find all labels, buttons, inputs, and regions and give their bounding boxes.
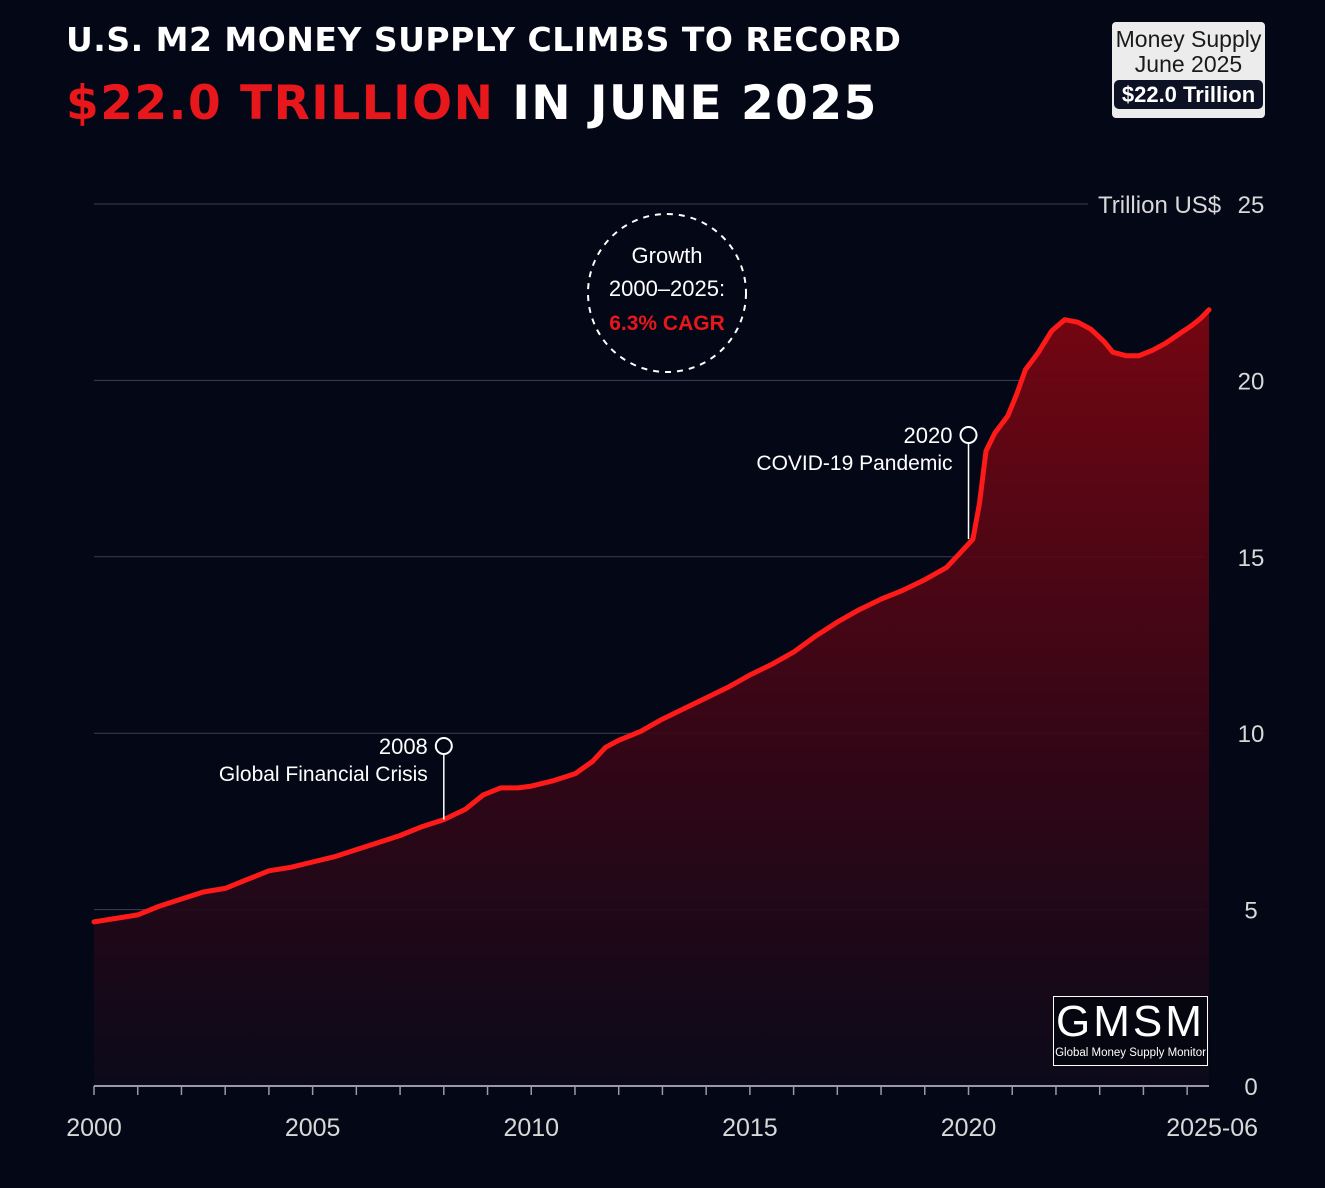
title-highlight-value: $22.0 TRILLION [66, 76, 495, 131]
x-tick-label: 2005 [285, 1114, 341, 1142]
title-rest: IN JUNE 2025 [494, 76, 878, 131]
logo-name: GMSM [1056, 997, 1205, 1046]
y-tick-label: 20 [1238, 368, 1265, 395]
y-tick-label: 5 [1244, 898, 1257, 925]
badge-line1: Money Supply [1115, 26, 1262, 52]
annotation-label: Global Financial Crisis [219, 763, 428, 786]
logo-subtitle: Global Money Supply Monitor [1055, 1047, 1206, 1059]
gmsm-logo: GMSM Global Money Supply Monitor [1053, 996, 1208, 1066]
callout-dashed-circle [587, 213, 747, 373]
badge-line2: June 2025 [1134, 51, 1243, 77]
chart-title-line2: $22.0 TRILLION IN JUNE 2025 [66, 76, 878, 131]
summary-badge: Money Supply June 2025 $22.0 Trillion [1112, 22, 1265, 118]
badge-value: $22.0 Trillion [1113, 80, 1264, 109]
callout-line1: Growth [632, 243, 703, 268]
annotation-marker-circle [959, 426, 978, 444]
annotation-year: 2008 [379, 734, 428, 759]
x-tick-label: 2000 [66, 1114, 122, 1142]
annotation-year: 2020 [904, 423, 953, 448]
chart-title-line1: U.S. M2 MONEY SUPPLY CLIMBS TO RECORD [66, 20, 902, 59]
y-axis-unit-label: Trillion US$ [1098, 192, 1221, 219]
callout-line2: 2000–2025: [609, 276, 725, 301]
annotation-marker-circle [434, 737, 453, 755]
callout-cagr: 6.3% CAGR [609, 312, 725, 335]
x-tick-label: 2020 [941, 1114, 997, 1142]
growth-callout: Growth 2000–2025: 6.3% CAGR [587, 213, 747, 373]
x-tick-label: 2025-06 [1166, 1114, 1258, 1142]
x-tick-label: 2010 [503, 1114, 559, 1142]
annotation-label: COVID-19 Pandemic [756, 452, 952, 475]
m2-series-line [91, 307, 1212, 925]
area-fill [94, 309, 1209, 1086]
x-tick-label: 2015 [722, 1114, 778, 1142]
y-tick-label: 10 [1238, 721, 1265, 748]
y-tick-label: 25 [1238, 192, 1265, 219]
y-tick-label: 0 [1244, 1074, 1257, 1101]
y-tick-label: 15 [1238, 545, 1265, 572]
